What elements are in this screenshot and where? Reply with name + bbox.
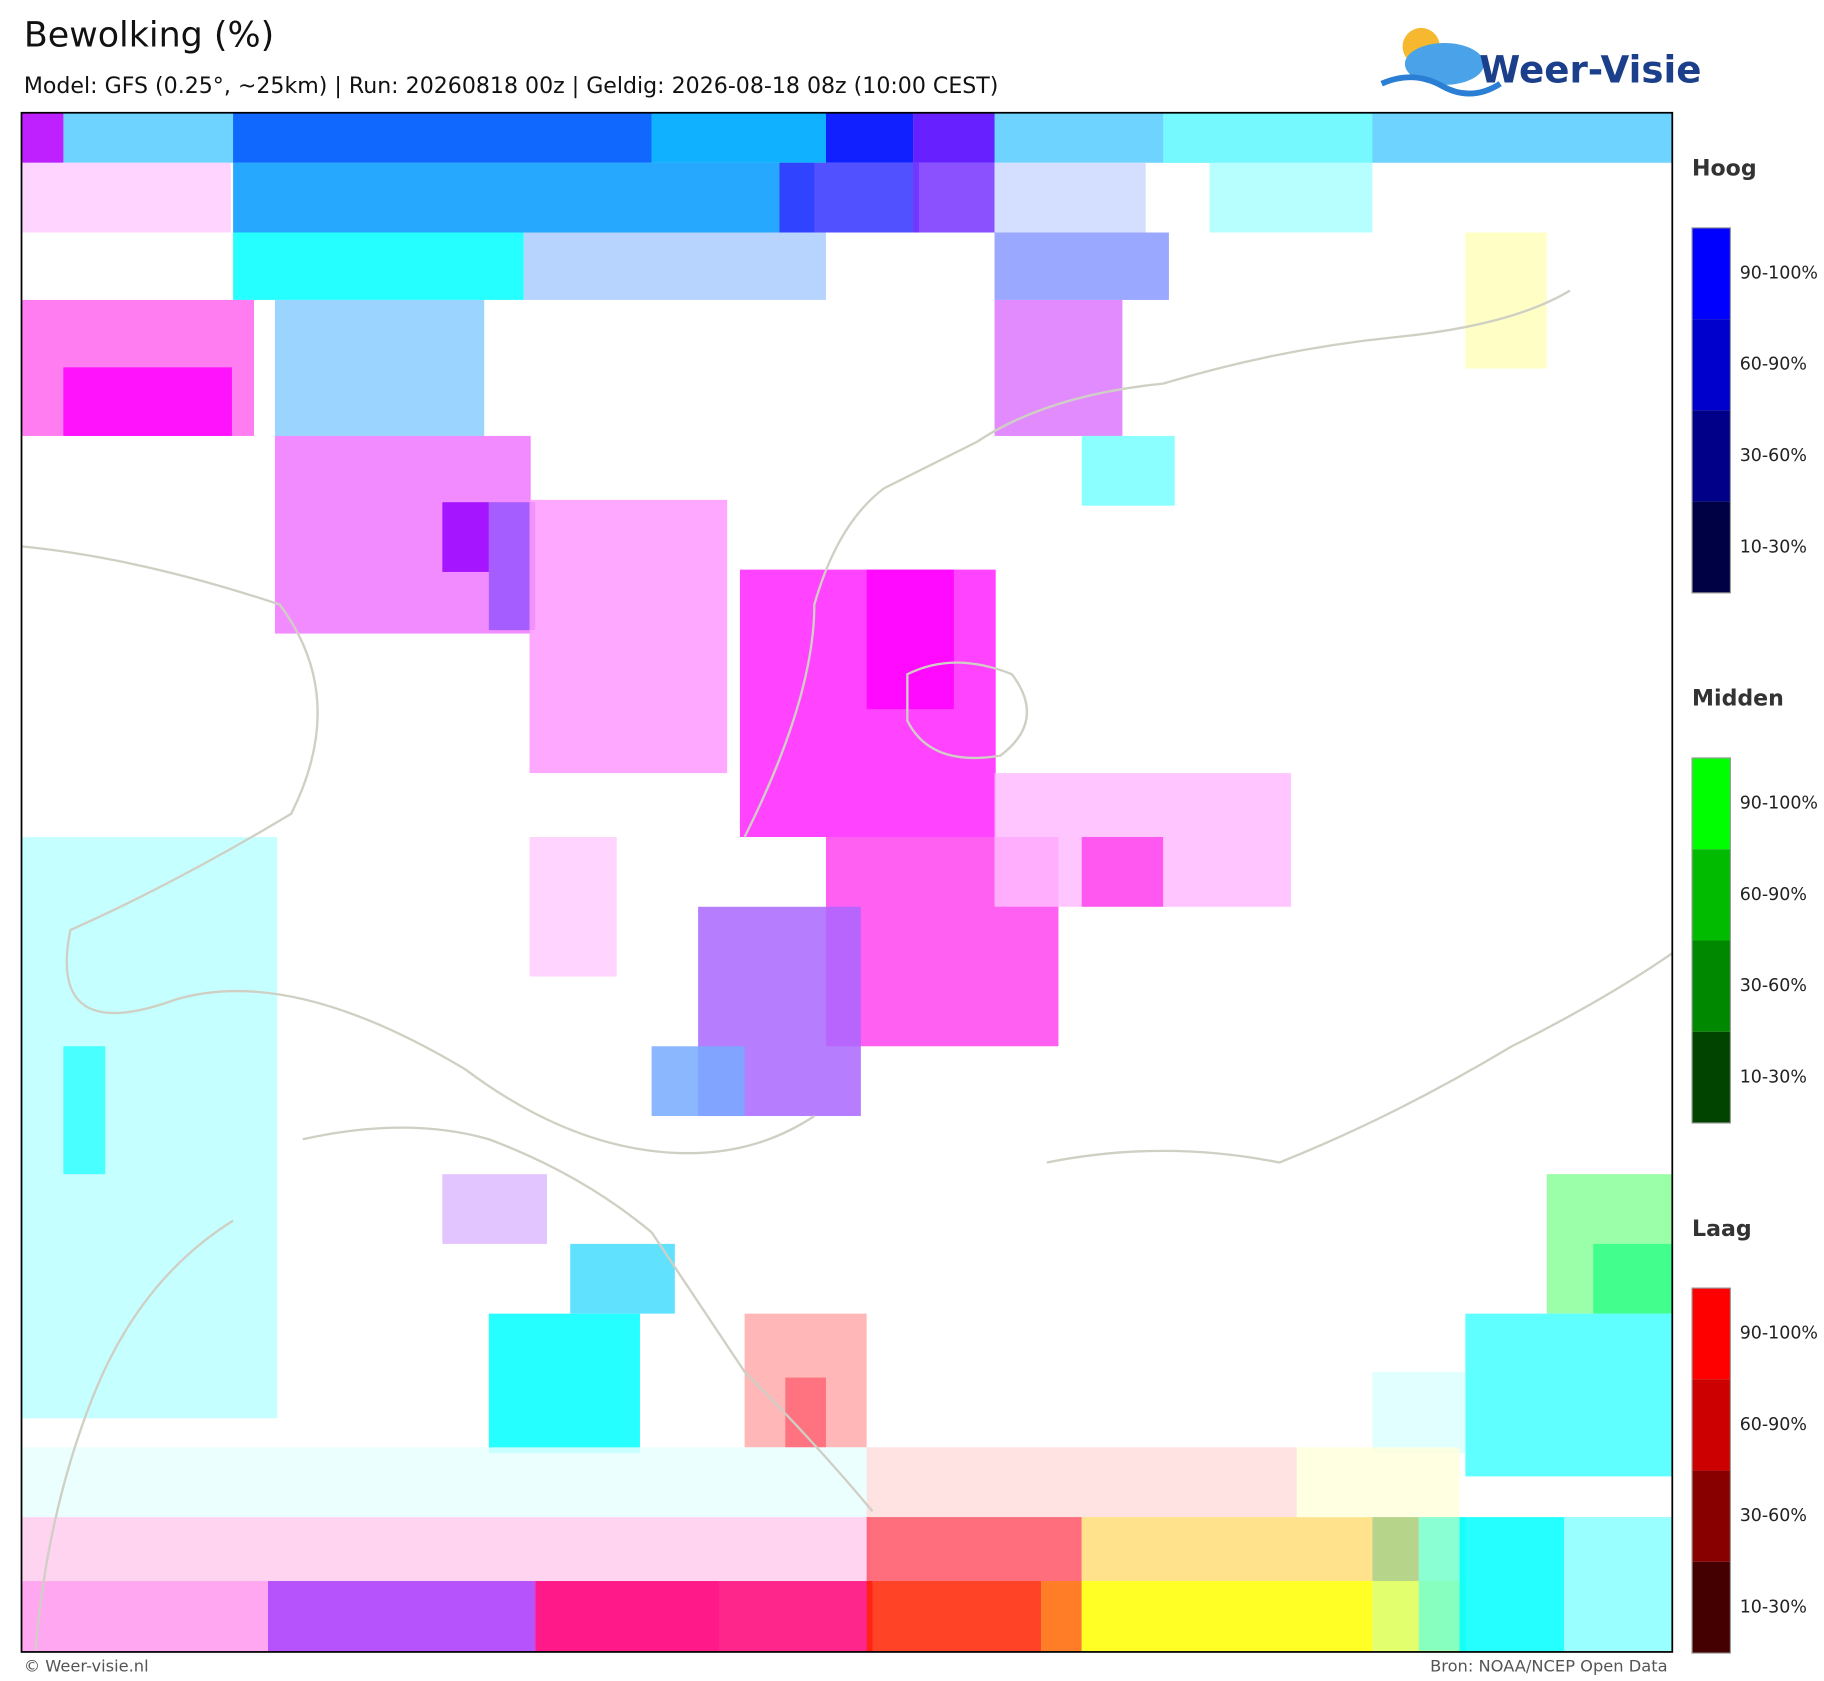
legend-border — [1691, 1287, 1731, 1654]
cloud-cell — [1564, 1517, 1673, 1652]
map-frame — [20, 111, 1674, 1653]
cloud-cell — [1081, 435, 1175, 506]
cloud-cell — [1465, 232, 1547, 369]
legend: Hoog 90-100% 60-90% 30-60% 10-30% Midden 90-10… — [1691, 157, 1818, 1654]
legend-label: 10-30% — [1740, 1597, 1807, 1617]
legend-swatch — [1692, 757, 1731, 850]
legend-swatch — [1692, 1379, 1731, 1471]
cloud-cell — [1465, 1313, 1673, 1477]
logo-wave — [1380, 74, 1502, 97]
cloud-cell — [267, 1581, 536, 1652]
legend-label: 60-90% — [1740, 355, 1807, 375]
cloud-cell — [63, 1046, 106, 1175]
legend-swatch — [1692, 319, 1731, 411]
cloud-cell — [570, 1243, 675, 1314]
cloud-cell — [779, 162, 919, 233]
legend-swatch — [1692, 1031, 1731, 1123]
legend-swatch — [1692, 227, 1731, 320]
cloud-cell — [825, 112, 914, 163]
cloud-cell — [866, 569, 954, 710]
cloud-cell — [1209, 162, 1373, 233]
legend-swatch — [1692, 1288, 1731, 1380]
subtitle: Model: GFS (0.25°, ~25km) | Run: 2026081… — [24, 74, 999, 99]
cloud-cell — [1593, 1243, 1673, 1314]
cloud-cell — [1459, 1517, 1565, 1652]
logo-text: Weer-Visie — [1479, 48, 1701, 92]
cloud-cell — [274, 299, 485, 436]
cloud-cell — [651, 1046, 745, 1117]
cloud-cell — [21, 837, 278, 1419]
cloud-cell — [488, 1313, 640, 1454]
coastline — [34, 1219, 234, 1651]
cloud-cell — [913, 112, 995, 163]
legend-label: 30-60% — [1740, 446, 1807, 466]
cloud-cell — [233, 232, 524, 300]
legend-label: 10-30% — [1740, 537, 1807, 557]
legend-swatch — [1692, 1561, 1731, 1654]
coastline — [1046, 952, 1673, 1164]
cloud-cell — [994, 299, 1123, 436]
cloud-cell — [1296, 1447, 1460, 1518]
cloud-cell — [866, 1581, 1042, 1652]
legend-label: 10-30% — [1740, 1067, 1807, 1087]
cloud-cell — [1081, 837, 1164, 907]
legend-label: 90-100% — [1740, 794, 1818, 814]
cloud-cell — [866, 1447, 1297, 1518]
legend-border — [1691, 227, 1731, 594]
legend-label: 60-90% — [1740, 1415, 1807, 1435]
logo: Weer-Visie — [1380, 27, 1701, 97]
footer-right: Bron: NOAA/NCEP Open Data — [1430, 1657, 1668, 1676]
legend-label: 90-100% — [1740, 1324, 1818, 1344]
coastline — [21, 545, 815, 1155]
legend-swatch — [1692, 849, 1731, 941]
cloud-cell — [442, 1174, 547, 1244]
cloud-cell — [1372, 1371, 1466, 1454]
legend-swatch — [1692, 410, 1731, 502]
legend-label: 90-100% — [1740, 263, 1818, 283]
cloud-cell — [529, 499, 728, 774]
coastline — [906, 661, 1029, 760]
cloud-cell — [523, 232, 826, 300]
legend-title: Hoog — [1692, 157, 1757, 182]
legend-swatch — [1692, 1470, 1731, 1562]
cloud-cell — [21, 1517, 871, 1582]
cloud-cell — [994, 162, 1146, 233]
legend-title: Midden — [1692, 687, 1784, 712]
legend-swatch — [1692, 940, 1731, 1032]
legend-swatch — [1692, 501, 1731, 593]
cloud-cell — [63, 367, 232, 436]
footer-left: © Weer-visie.nl — [24, 1657, 149, 1676]
cloud-cell — [1163, 112, 1373, 163]
cloud-cell — [233, 112, 652, 163]
legend-border — [1691, 757, 1731, 1124]
cloud-cell — [1372, 1517, 1419, 1582]
cloud-cell — [442, 502, 489, 572]
cloud-cell — [233, 162, 815, 233]
cloud-cell — [1081, 1517, 1373, 1582]
cloud-cell — [1081, 1581, 1373, 1652]
cloud-cell — [529, 837, 617, 977]
cloud-cell — [866, 1517, 1082, 1582]
cloud-cell — [651, 112, 826, 163]
title: Bewolking (%) — [24, 16, 274, 56]
legend-title: Laag — [1692, 1217, 1752, 1242]
cloud-cell — [1041, 1581, 1082, 1652]
legend-label: 30-60% — [1740, 976, 1807, 996]
cloud-cell — [994, 232, 1169, 300]
cloud-cell — [21, 112, 64, 163]
coastline — [743, 289, 1571, 838]
cloud-cell — [1418, 1517, 1466, 1651]
cloud-cell — [535, 1581, 873, 1652]
cloud-cell — [913, 162, 995, 233]
legend-label: 60-90% — [1740, 885, 1807, 905]
cloud-cell — [21, 1447, 871, 1518]
logo-cloud — [1404, 43, 1484, 85]
cloud-cell — [21, 162, 231, 233]
coastline — [302, 1126, 874, 1513]
map — [21, 112, 1673, 1652]
cloud-cell — [488, 502, 536, 631]
legend-label: 30-60% — [1740, 1506, 1807, 1526]
